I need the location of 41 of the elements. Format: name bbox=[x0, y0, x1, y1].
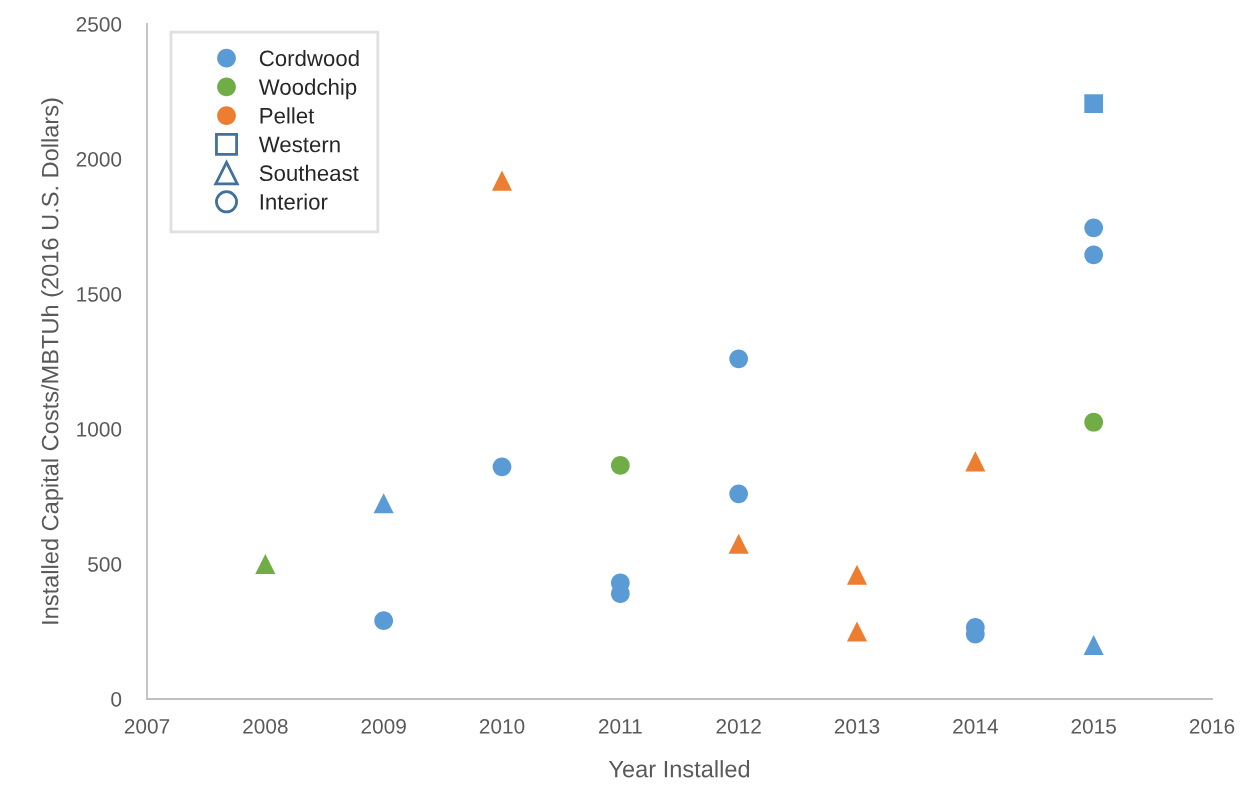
point bbox=[373, 493, 394, 514]
y-tick-label: 500 bbox=[88, 557, 122, 572]
point bbox=[965, 451, 986, 472]
point bbox=[374, 611, 394, 631]
point bbox=[610, 456, 630, 475]
point bbox=[728, 533, 749, 554]
point bbox=[491, 170, 513, 191]
legend-label: Woodchip bbox=[258, 78, 357, 100]
y-tick-label: 2000 bbox=[76, 152, 122, 167]
x-tick-label: 2016 bbox=[1189, 718, 1235, 734]
x-axis-title: Year Installed bbox=[608, 760, 750, 778]
x-tick-label: 2009 bbox=[361, 718, 406, 734]
y-tick-label: 1000 bbox=[77, 422, 122, 437]
x-tick-label: 2013 bbox=[834, 718, 880, 734]
legend-label: Pellet bbox=[260, 107, 315, 124]
y-tick-label: 1500 bbox=[77, 287, 122, 302]
point bbox=[1084, 245, 1104, 265]
point bbox=[1084, 218, 1104, 238]
legend-label: Southeast bbox=[259, 164, 359, 182]
point bbox=[846, 564, 868, 585]
point bbox=[492, 457, 512, 477]
point bbox=[729, 349, 749, 369]
x-tick-label: 2007 bbox=[124, 718, 170, 734]
x-tick-label: 2014 bbox=[953, 718, 998, 734]
y-tick-label: 0 bbox=[111, 692, 122, 707]
x-tick-label: 2008 bbox=[243, 718, 288, 734]
point bbox=[846, 621, 868, 642]
point bbox=[255, 553, 276, 575]
y-axis-title: Installed Capital Costs/MBTUh (2016 U.S. Dollars) bbox=[41, 98, 64, 624]
legend-label: Western bbox=[258, 136, 340, 153]
legend-label: Cordwood bbox=[259, 49, 359, 67]
legend-label: Interior bbox=[260, 193, 328, 210]
x-tick-label: 2015 bbox=[1071, 718, 1116, 734]
point bbox=[1083, 634, 1104, 656]
x-tick-label: 2012 bbox=[716, 718, 761, 734]
y-tick-label: 2500 bbox=[76, 17, 122, 32]
x-tick-label: 2011 bbox=[598, 718, 642, 734]
point bbox=[729, 484, 749, 504]
x-tick-label: 2010 bbox=[479, 718, 525, 734]
point bbox=[1084, 412, 1104, 432]
point bbox=[1084, 94, 1104, 114]
